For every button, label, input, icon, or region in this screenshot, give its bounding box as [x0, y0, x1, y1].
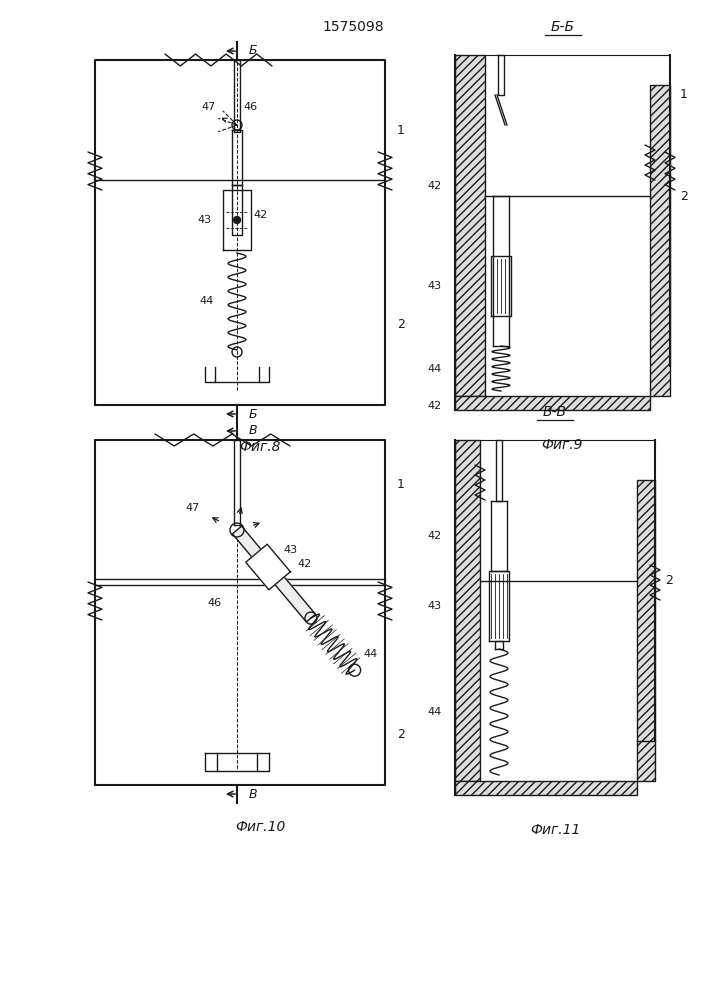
- Circle shape: [233, 217, 240, 224]
- Text: Фиг.8: Фиг.8: [239, 440, 281, 454]
- Bar: [455, 781, 637, 795]
- Text: Б: Б: [249, 44, 257, 57]
- Text: 46: 46: [244, 102, 258, 112]
- Text: 47: 47: [202, 102, 216, 112]
- Text: Фиг.9: Фиг.9: [542, 438, 583, 452]
- Bar: [455, 396, 650, 410]
- Text: 2: 2: [680, 190, 688, 202]
- Text: 1575098: 1575098: [322, 20, 384, 34]
- Text: 43: 43: [428, 281, 442, 291]
- Text: Фиг.11: Фиг.11: [530, 823, 580, 837]
- Text: 2: 2: [397, 318, 405, 332]
- Text: 44: 44: [428, 707, 442, 717]
- Text: 43: 43: [198, 215, 212, 225]
- Text: 42: 42: [298, 559, 312, 569]
- Text: В: В: [249, 788, 257, 800]
- Text: 42: 42: [254, 210, 268, 220]
- Bar: [455, 440, 480, 781]
- Bar: [455, 55, 485, 396]
- Text: 1: 1: [397, 479, 405, 491]
- Text: 46: 46: [208, 598, 222, 608]
- Text: Б: Б: [249, 408, 257, 420]
- Text: 43: 43: [284, 545, 298, 555]
- Text: 1: 1: [397, 123, 405, 136]
- Text: 44: 44: [428, 363, 442, 373]
- Text: 42: 42: [428, 181, 442, 191]
- Text: 1: 1: [680, 89, 688, 102]
- Bar: [650, 85, 670, 396]
- Text: В-В: В-В: [543, 405, 567, 419]
- Text: 42: 42: [428, 401, 442, 411]
- Text: 42: 42: [428, 531, 442, 541]
- Text: 44: 44: [200, 296, 214, 306]
- Text: 47: 47: [186, 503, 200, 513]
- Polygon shape: [233, 526, 315, 622]
- Polygon shape: [246, 544, 291, 590]
- Text: 2: 2: [397, 728, 405, 742]
- Text: 44: 44: [363, 649, 378, 659]
- Text: 2: 2: [665, 574, 673, 587]
- Bar: [637, 480, 655, 781]
- Text: Б-Б: Б-Б: [551, 20, 575, 34]
- Text: В: В: [249, 424, 257, 438]
- Text: 43: 43: [428, 601, 442, 611]
- Text: Фиг.10: Фиг.10: [235, 820, 285, 834]
